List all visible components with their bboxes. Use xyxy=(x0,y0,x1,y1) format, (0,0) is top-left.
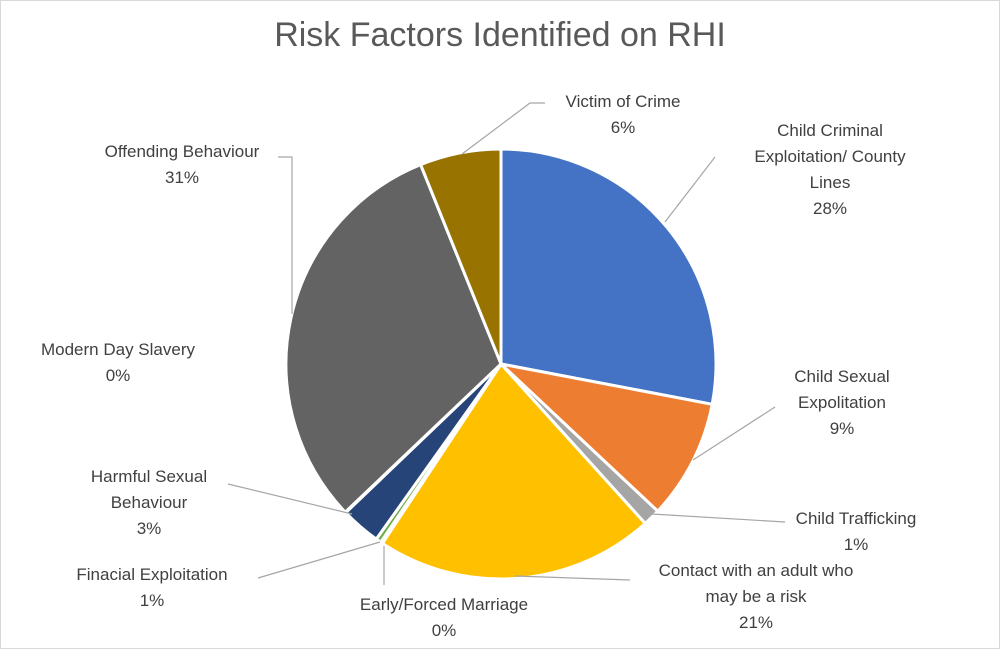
slice-label: Harmful Sexual Behaviour 3% xyxy=(91,467,207,538)
chart-title: Risk Factors Identified on RHI xyxy=(274,16,726,54)
leader-line xyxy=(278,156,293,314)
pie-slice xyxy=(380,361,648,581)
leader-line xyxy=(692,406,776,461)
leader-line xyxy=(514,575,631,581)
slice-label: Modern Day Slavery 0% xyxy=(41,340,196,385)
pie-slice xyxy=(284,162,503,515)
pie-slice xyxy=(499,147,718,407)
slice-label: Finacial Exploitation 1% xyxy=(76,565,227,610)
leader-line xyxy=(227,483,353,515)
slice-label: Child Trafficking 1% xyxy=(796,509,917,554)
slice-label: Child Criminal Exploitation/ County Lines 2… xyxy=(754,121,906,218)
slice-label: Offending Behaviour 31% xyxy=(105,142,260,187)
leader-line xyxy=(651,513,786,523)
slice-label: Early/Forced Marriage 0% xyxy=(360,595,528,640)
leader-line xyxy=(257,541,381,579)
leader-line xyxy=(664,156,716,223)
leader-lines xyxy=(227,102,786,585)
slice-labels: Child Criminal Exploitation/ County Lines 2… xyxy=(41,92,916,640)
pie-slices xyxy=(284,147,718,581)
pie-slice xyxy=(418,147,503,365)
slice-label: Victim of Crime 6% xyxy=(566,92,681,137)
slice-label: Child Sexual Expolitation 9% xyxy=(794,367,889,438)
slice-label: Contact with an adult who may be a risk 21… xyxy=(659,561,854,632)
pie-slice xyxy=(496,361,714,514)
leader-line xyxy=(461,102,545,155)
